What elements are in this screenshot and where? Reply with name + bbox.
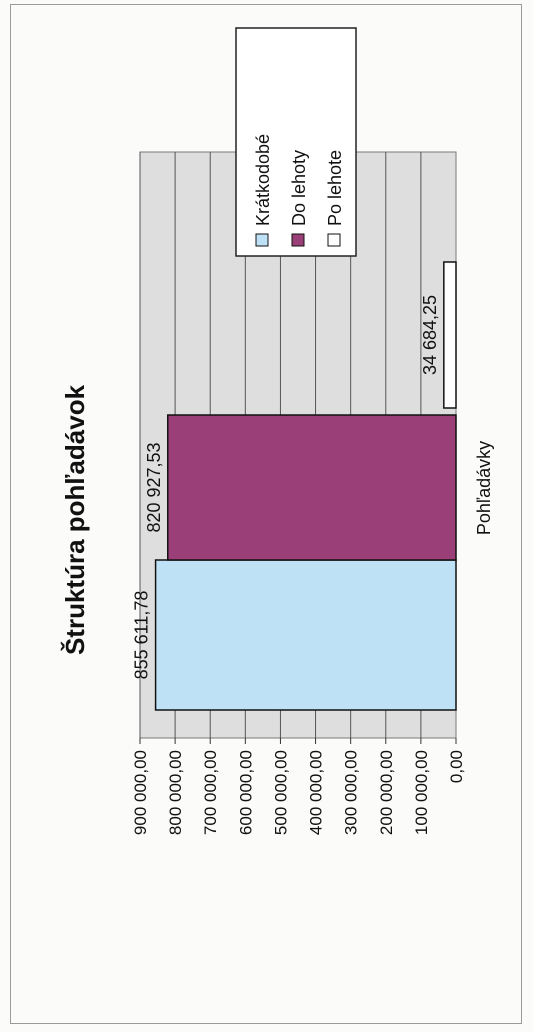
tick-label: 400 000,00 bbox=[307, 750, 326, 835]
legend-swatch bbox=[256, 234, 268, 246]
legend-label: Krátkodobé bbox=[253, 134, 273, 226]
chart-title: Štruktúra pohľadávok bbox=[60, 384, 90, 655]
tick-label: 200 000,00 bbox=[377, 750, 396, 835]
bar-2 bbox=[444, 262, 456, 408]
tick-label: 300 000,00 bbox=[342, 750, 361, 835]
tick-label: 0,00 bbox=[447, 750, 466, 783]
tick-label: 500 000,00 bbox=[271, 750, 290, 835]
legend-swatch bbox=[292, 234, 304, 246]
category-axis-label: Pohľadávky bbox=[474, 441, 494, 535]
data-label: 820 927,53 bbox=[144, 442, 164, 532]
value-axis: 900 000,00 800 000,00 700 000,00 600 000,00… bbox=[131, 738, 466, 835]
legend-label: Po lehote bbox=[325, 150, 345, 226]
bar-1 bbox=[168, 415, 456, 560]
legend-label: Do lehoty bbox=[289, 150, 309, 226]
bar-0 bbox=[156, 560, 456, 710]
legend: Krátkodobé Do lehoty Po lehote bbox=[236, 28, 356, 256]
tick-label: 600 000,00 bbox=[236, 750, 255, 835]
data-label: 855 611,78 bbox=[132, 591, 152, 680]
legend-swatch bbox=[328, 234, 340, 246]
tick-label: 900 000,00 bbox=[131, 750, 150, 835]
tick-label: 800 000,00 bbox=[166, 750, 185, 835]
data-label: 34 684,25 bbox=[420, 295, 440, 375]
tick-label: 700 000,00 bbox=[201, 750, 220, 835]
tick-label: 100 000,00 bbox=[412, 750, 431, 835]
